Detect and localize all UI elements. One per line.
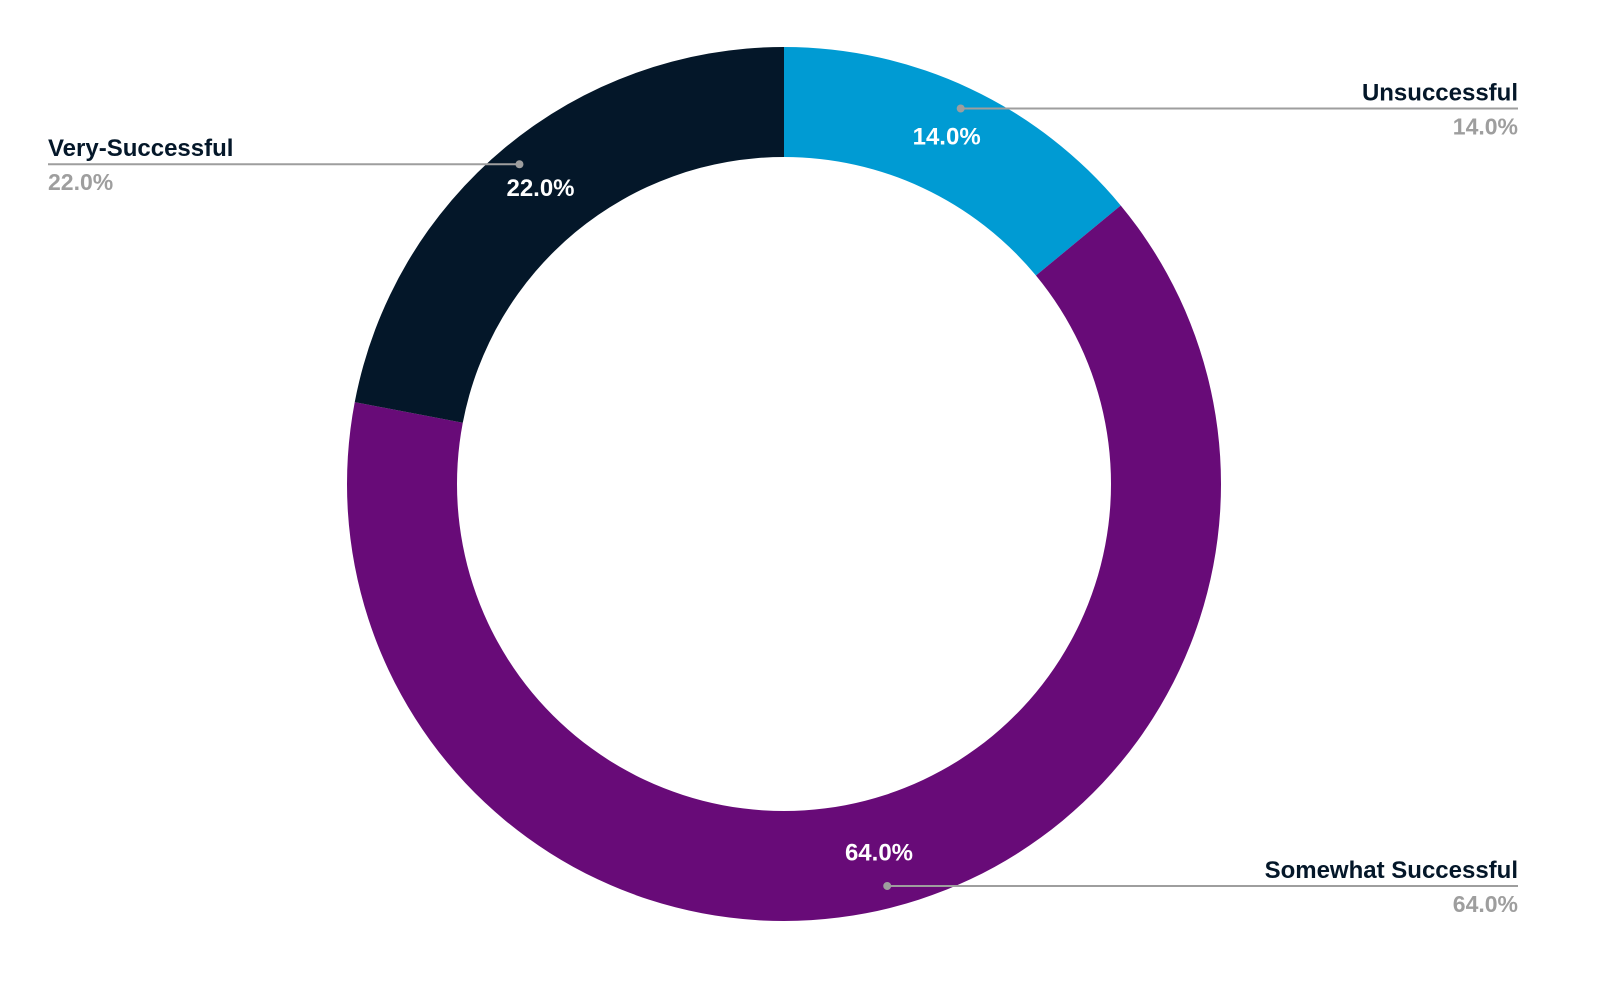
category-label: Very-Successful (48, 135, 233, 162)
category-label: Somewhat Successful (1265, 857, 1518, 884)
donut-slice (354, 47, 784, 423)
slice-label: 22.0% (506, 175, 574, 202)
value-label: 22.0% (48, 169, 113, 195)
donut-slice (784, 47, 1121, 276)
slice-label: 64.0% (845, 839, 913, 866)
slice-label: 14.0% (913, 124, 981, 151)
value-label: 14.0% (1453, 113, 1518, 139)
donut-slice (346, 205, 1222, 922)
leader-dot (956, 104, 965, 113)
category-label: Unsuccessful (1362, 79, 1518, 106)
value-label: 64.0% (1453, 891, 1518, 917)
leader-dot (883, 881, 892, 890)
leader-dot (515, 160, 524, 169)
